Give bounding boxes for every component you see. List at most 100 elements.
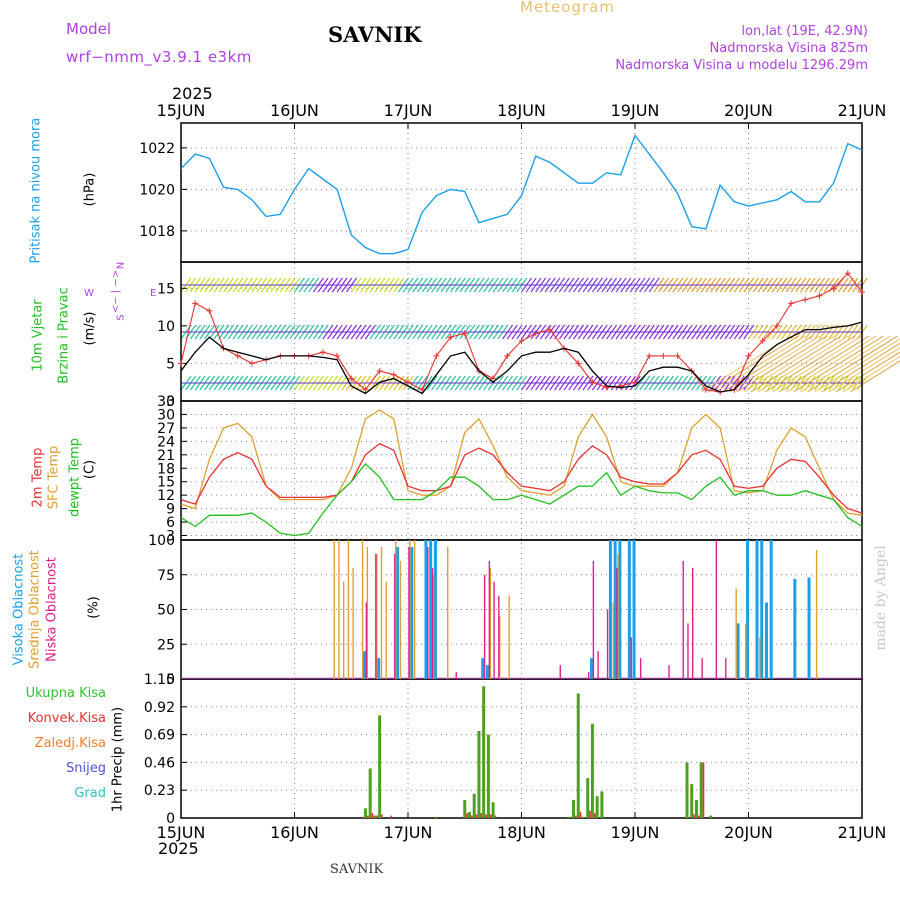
wind-gust-marker xyxy=(206,307,213,314)
x-tick-label-bottom: 19JUN xyxy=(611,823,660,842)
y-tick-label-cloud: 50 xyxy=(157,603,175,619)
wind-gust-marker xyxy=(844,270,851,277)
wind-barb-strong xyxy=(821,342,900,393)
precip-total-bar xyxy=(378,715,382,818)
legend-snow: Snijeg xyxy=(66,761,106,776)
legend-total-rain: Ukupna Kisa xyxy=(25,686,106,701)
wind-gust-marker xyxy=(759,337,766,344)
y-tick-label-temperature: 18 xyxy=(157,461,175,477)
precip-total-bar xyxy=(472,793,476,818)
wind-barb-strong xyxy=(807,335,898,393)
wind-gust-marker xyxy=(702,386,709,393)
precip-total-bar xyxy=(576,693,580,818)
x-tick-label-bottom: 17JUN xyxy=(384,823,433,842)
x-tick-label-top: 18JUN xyxy=(497,101,546,120)
precip-total-bar xyxy=(482,686,486,818)
precip-total-bar xyxy=(373,815,377,818)
grid xyxy=(181,123,862,819)
y-tick-label-precip: 0.69 xyxy=(144,728,175,744)
y-tick-label-temperature: 33 xyxy=(157,394,175,410)
x-tick-label-top: 19JUN xyxy=(611,101,660,120)
y-tick-label-temperature: 15 xyxy=(157,475,175,491)
precip-total-bar xyxy=(709,815,713,818)
wind-barb-strong xyxy=(793,335,884,393)
wind-gust-marker xyxy=(646,352,653,359)
wind-gust-marker xyxy=(518,337,525,344)
precip-total-bar xyxy=(690,784,694,818)
wind-gust-marker xyxy=(546,326,553,333)
wind-barb-strong xyxy=(708,335,799,393)
wind-gust-marker xyxy=(319,349,326,356)
precip-convective-bar xyxy=(593,813,596,818)
wind-gust-marker xyxy=(575,360,582,367)
wind-speed-line xyxy=(180,321,863,395)
y-tick-label-cloud: 0 xyxy=(166,672,175,688)
precip-total-bar xyxy=(463,799,467,818)
wind-gust-marker xyxy=(334,352,341,359)
wind-gust-marker xyxy=(234,352,241,359)
precip-convective-bar xyxy=(579,811,582,818)
wind-gust-marker xyxy=(362,386,369,393)
legend-convective-rain: Konvek.Kisa xyxy=(27,711,106,726)
y-tick-label-temperature: 27 xyxy=(157,421,175,437)
y-tick-label-temperature: 9 xyxy=(166,502,175,518)
y-tick-label-temperature: 12 xyxy=(157,488,175,504)
model-altitude: Nadmorska Visina u modelu 1296.29m xyxy=(615,58,868,73)
precip-convective-bar xyxy=(466,813,468,818)
wind-gust-marker xyxy=(532,330,539,337)
precip-convective-bar xyxy=(381,814,383,818)
wind-gust-marker xyxy=(773,322,780,329)
wind-barb-strong xyxy=(736,335,827,393)
wind-barb-strong xyxy=(764,335,856,393)
y-tick-label-wind: 5 xyxy=(166,356,175,372)
y-tick-label-precip: 0.23 xyxy=(144,783,175,799)
lonlat: lon,lat (19E, 42.9N) xyxy=(741,24,868,39)
temp-2m-line xyxy=(180,442,863,514)
y-tick-label-precip: 0.92 xyxy=(144,700,175,716)
precip-convective-bar xyxy=(475,814,478,818)
precip-convective-bar xyxy=(489,814,492,818)
precip-total-bar xyxy=(467,811,471,818)
precip-total-bar xyxy=(434,816,438,818)
wind-gust-marker xyxy=(390,371,397,378)
panel-frame-temperature xyxy=(180,400,863,541)
station-title: SAVNIK xyxy=(328,22,422,47)
precip-convective-bar xyxy=(366,815,369,818)
wind-gust-marker xyxy=(674,352,681,359)
x-tick-label-bottom: 16JUN xyxy=(270,823,319,842)
precip-convective-bar xyxy=(697,815,700,818)
wind-barb-strong xyxy=(835,351,900,393)
precip-total-bar xyxy=(581,816,585,818)
precip-convective-bar xyxy=(362,816,364,818)
x-tick-label-top: 16JUN xyxy=(270,101,319,120)
y-tick-label-precip: 0.46 xyxy=(144,755,175,771)
precip-total-bar xyxy=(368,768,372,818)
wind-compass-e: E xyxy=(150,288,157,299)
precip-total-bar xyxy=(699,762,703,818)
precip-convective-bar xyxy=(494,815,497,818)
y-tick-label-precip: 0 xyxy=(166,811,175,827)
wind-barb-bands xyxy=(180,277,900,393)
precip-convective-bar xyxy=(589,810,591,818)
precip-convective-bar xyxy=(702,762,705,818)
precip-total-bar xyxy=(694,799,698,818)
y-tick-label-cloud: 100 xyxy=(148,533,175,549)
pressure-line xyxy=(180,133,863,255)
y-tick-label-temperature: 24 xyxy=(157,434,175,450)
dewpoint-line xyxy=(180,462,863,537)
wind-gust-marker xyxy=(490,375,497,382)
wind-barb-strong xyxy=(750,335,842,393)
y-tick-label-cloud: 25 xyxy=(157,637,175,653)
wind-gust-marker xyxy=(788,300,795,307)
wind-gust-marker xyxy=(632,379,638,386)
wind-gust-marker xyxy=(461,330,468,337)
y-tick-label-temperature: 3 xyxy=(166,529,175,545)
y-tick-label-pressure: 1018 xyxy=(139,224,175,240)
year-top: 2025 xyxy=(172,84,213,103)
y-tick-label-temperature: 21 xyxy=(157,448,175,464)
y-tick-label-pressure: 1022 xyxy=(139,141,175,157)
precip-total-bar xyxy=(685,762,689,818)
wind-gust-marker xyxy=(660,352,667,359)
precip-convective-bar xyxy=(371,813,374,818)
precip-convective-bar xyxy=(376,815,378,818)
